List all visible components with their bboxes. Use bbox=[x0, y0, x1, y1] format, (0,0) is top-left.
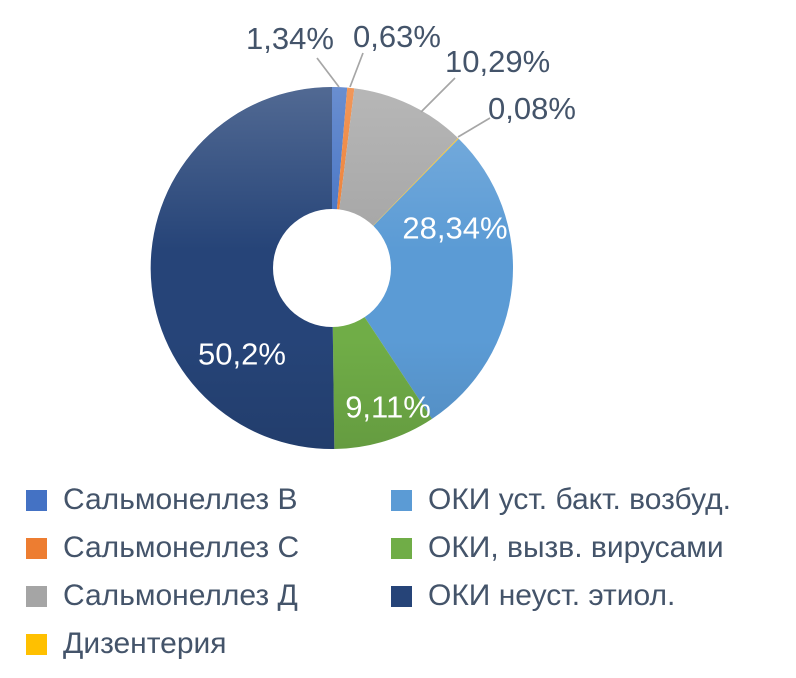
leader-line-dizenteriya bbox=[457, 117, 491, 138]
legend-item-salmonellez-c: Сальмонеллез С bbox=[26, 524, 299, 572]
legend-label: Дизентерия bbox=[63, 627, 227, 660]
legend-item-oki-bakt: ОКИ уст. бакт. возбуд. bbox=[391, 476, 731, 524]
legend-swatch-icon bbox=[391, 489, 412, 511]
legend-item-oki-neust: ОКИ неуст. этиол. bbox=[391, 572, 731, 620]
legend-item-salmonellez-b: Сальмонеллез В bbox=[26, 476, 299, 524]
legend-swatch-icon bbox=[26, 537, 47, 559]
legend-label: Сальмонеллез Д bbox=[63, 579, 298, 612]
data-label-salmonellez-b: 1,34% bbox=[246, 21, 334, 56]
data-label-oki-virusy: 9,11% bbox=[345, 389, 431, 425]
legend-label: ОКИ, вызв. вирусами bbox=[428, 531, 724, 564]
legend-column-left: Сальмонеллез В Сальмонеллез С Сальмонелл… bbox=[26, 476, 299, 668]
data-label-oki-bakt: 28,34% bbox=[402, 210, 508, 246]
data-label-dizenteriya: 0,08% bbox=[488, 91, 576, 126]
leader-line-salmonellez-d bbox=[420, 77, 456, 113]
legend-swatch-icon bbox=[26, 633, 47, 655]
legend-label: Сальмонеллез В bbox=[63, 483, 298, 516]
legend-swatch-icon bbox=[391, 537, 412, 559]
legend-item-oki-virusy: ОКИ, вызв. вирусами bbox=[391, 524, 731, 572]
data-label-oki-neust: 50,2% bbox=[198, 336, 286, 372]
legend-swatch-icon bbox=[26, 489, 47, 511]
legend-item-salmonellez-d: Сальмонеллез Д bbox=[26, 572, 299, 620]
legend-column-right: ОКИ уст. бакт. возбуд. ОКИ, вызв. вируса… bbox=[391, 476, 731, 620]
leader-lines bbox=[316, 52, 491, 138]
legend-swatch-icon bbox=[26, 585, 47, 607]
leader-line-salmonellez-c bbox=[349, 52, 364, 88]
data-label-salmonellez-d: 10,29% bbox=[445, 44, 551, 79]
legend-swatch-icon bbox=[391, 585, 412, 607]
legend-label: Сальмонеллез С bbox=[63, 531, 300, 564]
legend-label: ОКИ неуст. этиол. bbox=[428, 579, 676, 612]
donut-hole bbox=[273, 209, 391, 327]
leader-line-salmonellez-b bbox=[316, 57, 340, 88]
legend-label: ОКИ уст. бакт. возбуд. bbox=[428, 483, 731, 516]
data-label-salmonellez-c: 0,63% bbox=[353, 19, 441, 54]
legend-item-dizenteriya: Дизентерия bbox=[26, 620, 299, 668]
